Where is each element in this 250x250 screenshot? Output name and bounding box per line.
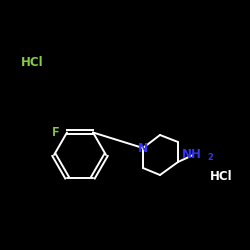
Text: F: F (52, 126, 60, 139)
Text: HCl: HCl (210, 170, 232, 182)
Text: 2: 2 (207, 152, 213, 162)
Text: N: N (138, 142, 148, 154)
Text: HCl: HCl (21, 56, 43, 68)
Text: NH: NH (182, 148, 202, 162)
